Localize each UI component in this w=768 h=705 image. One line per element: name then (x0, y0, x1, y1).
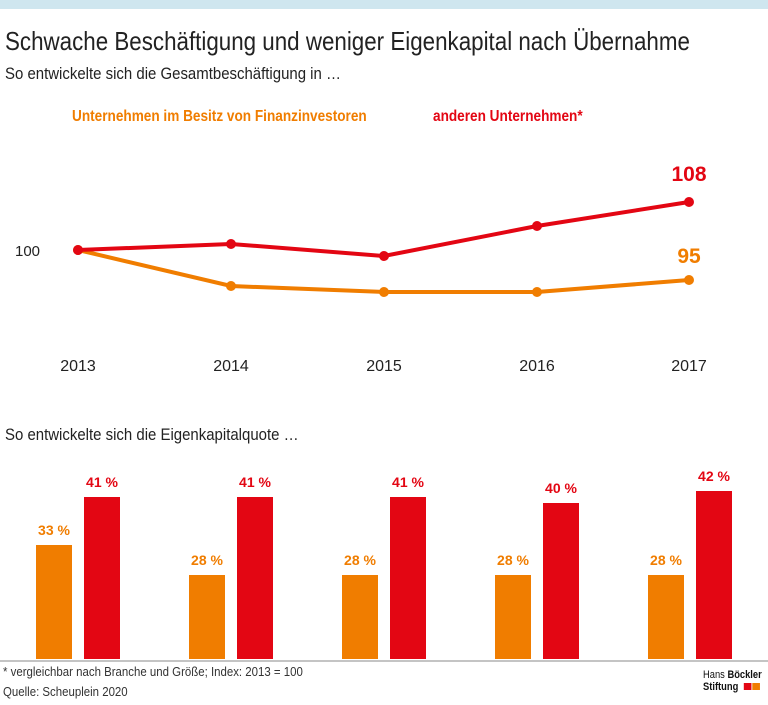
bar (390, 497, 426, 659)
y-tick-label: 100 (15, 243, 40, 260)
bar (543, 503, 579, 659)
bar-value-label: 41 % (239, 474, 271, 490)
data-point (532, 221, 542, 231)
bar (342, 575, 378, 659)
bar (696, 491, 732, 659)
bar-value-label: 28 % (344, 552, 376, 568)
data-point (226, 281, 236, 291)
bar-value-label: 28 % (191, 552, 223, 568)
data-point (73, 245, 83, 255)
bar (237, 497, 273, 659)
x-tick-label: 2017 (671, 358, 707, 375)
source: Quelle: Scheuplein 2020 (3, 684, 128, 699)
bar-value-label: 28 % (497, 552, 529, 568)
data-point (684, 275, 694, 285)
x-tick-label: 2013 (60, 358, 96, 375)
bar (189, 575, 225, 659)
bar-chart-subtitle: So entwickelte sich die Eigenkapitalquot… (5, 425, 299, 444)
logo-text: Hans (703, 669, 725, 681)
data-point (379, 251, 389, 261)
top-bar (0, 0, 768, 9)
data-point (226, 239, 236, 249)
bar (495, 575, 531, 659)
legend-red: anderen Unternehmen* (433, 108, 583, 125)
data-point (684, 197, 694, 207)
line-chart-subtitle: So entwickelte sich die Gesamtbeschäftig… (5, 64, 341, 83)
bar-value-label: 41 % (86, 474, 118, 490)
data-point (379, 287, 389, 297)
bar (84, 497, 120, 659)
data-point (532, 287, 542, 297)
footnote: * vergleichbar nach Branche und Größe; I… (3, 664, 303, 679)
bar (648, 575, 684, 659)
logo-text-2: Stiftung (703, 681, 739, 693)
bar-value-label: 42 % (698, 468, 730, 484)
bar-value-label: 33 % (38, 522, 70, 538)
logo-red-square (743, 683, 752, 690)
end-value-label: 108 (671, 163, 706, 186)
bar-value-label: 40 % (545, 480, 577, 496)
bar-value-label: 41 % (392, 474, 424, 490)
legend-orange: Unternehmen im Besitz von Finanzinvestor… (72, 108, 367, 125)
x-tick-label: 2016 (519, 358, 555, 375)
end-value-label: 95 (677, 245, 701, 268)
bar (36, 545, 72, 659)
logo-orange-square (751, 683, 760, 690)
x-tick-label: 2015 (366, 358, 402, 375)
chart-title: Schwache Beschäftigung und weniger Eigen… (5, 26, 690, 56)
logo-text-bold: Böckler (727, 669, 762, 681)
logo: Hans Böckler Stiftung (703, 669, 762, 693)
series-line (77, 200, 690, 259)
bar-value-label: 28 % (650, 552, 682, 568)
x-tick-label: 2014 (213, 358, 249, 375)
